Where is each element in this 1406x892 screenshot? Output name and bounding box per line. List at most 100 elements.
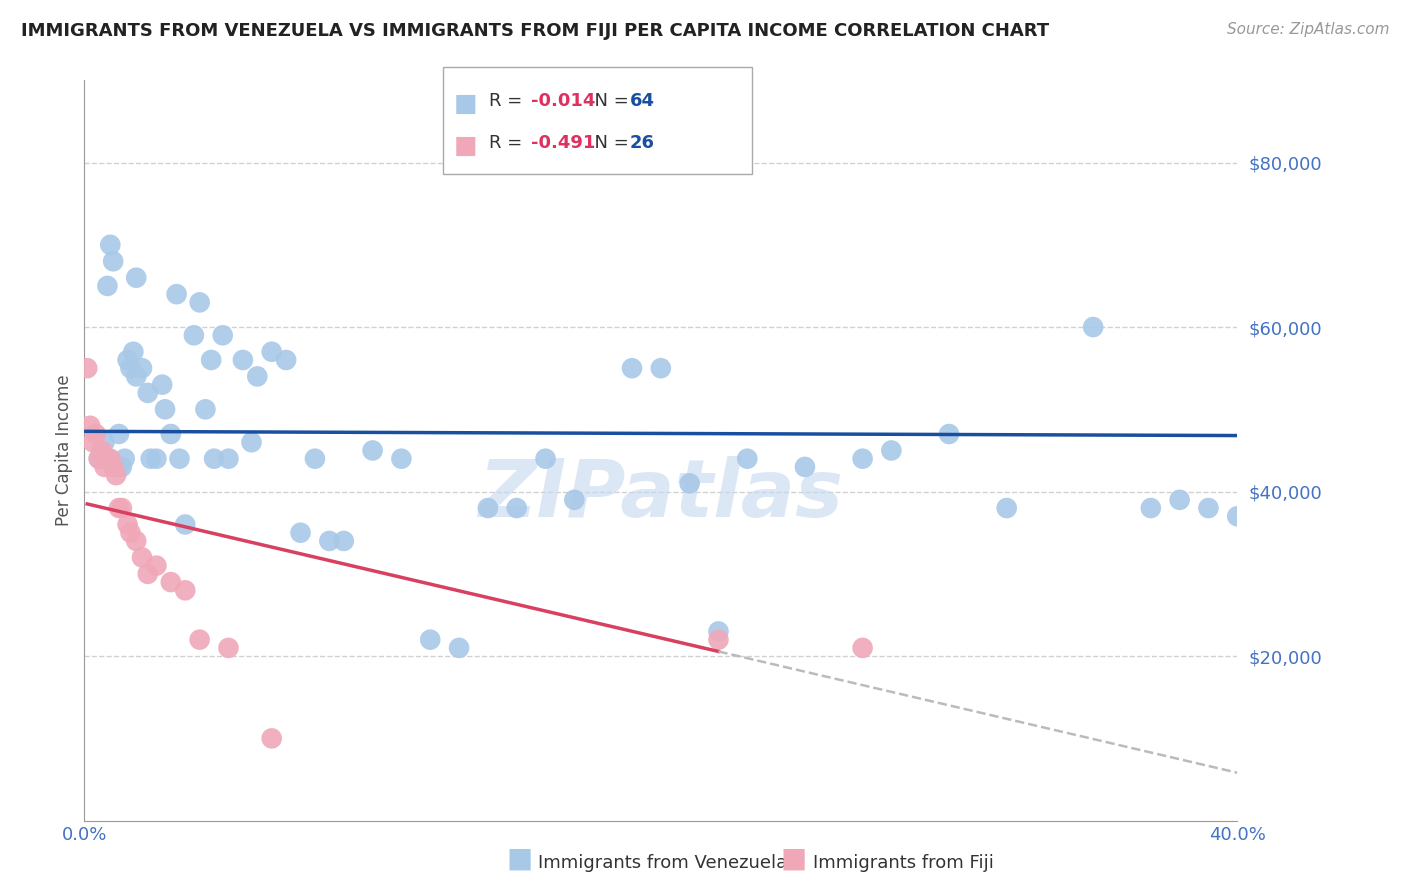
Point <box>650 361 672 376</box>
Text: ■: ■ <box>506 845 533 872</box>
Point <box>194 402 217 417</box>
Point <box>794 459 817 474</box>
Text: ■: ■ <box>780 845 807 872</box>
Point <box>188 295 211 310</box>
Point <box>125 533 148 548</box>
Text: -0.491: -0.491 <box>531 134 596 152</box>
Point <box>188 632 211 647</box>
Point <box>449 640 471 655</box>
Text: Immigrants from Venezuela: Immigrants from Venezuela <box>538 855 787 872</box>
Point <box>150 377 173 392</box>
Text: 26: 26 <box>630 134 655 152</box>
Point <box>108 427 131 442</box>
Point <box>169 451 191 466</box>
Point <box>506 501 529 516</box>
Point <box>111 459 134 474</box>
Point <box>96 451 118 466</box>
Point <box>96 451 118 466</box>
Point <box>240 435 263 450</box>
Point <box>122 344 145 359</box>
Point <box>852 640 875 655</box>
Point <box>139 451 162 466</box>
Point <box>202 451 225 466</box>
Text: ■: ■ <box>454 92 478 116</box>
Point <box>98 451 121 466</box>
Point <box>174 517 197 532</box>
Point <box>1198 501 1220 516</box>
Point <box>79 418 101 433</box>
Point <box>1226 509 1249 524</box>
Point <box>564 492 586 507</box>
Point <box>131 550 153 565</box>
Point <box>90 443 112 458</box>
Point <box>183 328 205 343</box>
Point <box>87 451 110 466</box>
Point <box>737 451 759 466</box>
Point <box>276 353 298 368</box>
Text: -0.014: -0.014 <box>531 92 596 110</box>
Text: Source: ZipAtlas.com: Source: ZipAtlas.com <box>1226 22 1389 37</box>
Point <box>87 451 110 466</box>
Point <box>318 533 340 548</box>
Point <box>103 459 124 474</box>
Point <box>880 443 903 458</box>
Point <box>200 353 222 368</box>
Point <box>111 501 134 516</box>
Point <box>333 533 356 548</box>
Text: ■: ■ <box>454 134 478 158</box>
Text: N =: N = <box>583 92 636 110</box>
Point <box>995 501 1018 516</box>
Point <box>84 427 107 442</box>
Point <box>707 624 730 639</box>
Text: N =: N = <box>583 134 636 152</box>
Point <box>211 328 233 343</box>
Point <box>136 566 159 581</box>
Point <box>117 517 139 532</box>
Point <box>290 525 312 540</box>
Point <box>246 369 269 384</box>
Point <box>1168 492 1191 507</box>
Point <box>117 353 139 368</box>
Point <box>76 361 98 376</box>
Point <box>96 279 118 293</box>
Point <box>125 270 148 285</box>
Point <box>136 385 159 400</box>
Point <box>160 575 183 590</box>
Text: R =: R = <box>489 134 529 152</box>
Point <box>108 501 131 516</box>
Text: ZIPatlas: ZIPatlas <box>478 456 844 534</box>
Point <box>260 731 283 746</box>
Point <box>120 361 142 376</box>
Point <box>120 525 142 540</box>
Point <box>232 353 254 368</box>
Y-axis label: Per Capita Income: Per Capita Income <box>55 375 73 526</box>
Point <box>108 459 131 474</box>
Point <box>938 427 960 442</box>
Point <box>361 443 384 458</box>
Text: Immigrants from Fiji: Immigrants from Fiji <box>813 855 994 872</box>
Point <box>679 476 702 491</box>
Point <box>145 558 167 573</box>
Point <box>1083 320 1105 334</box>
Point <box>174 583 197 598</box>
Text: R =: R = <box>489 92 529 110</box>
Point <box>707 632 730 647</box>
Point <box>105 468 128 483</box>
Point <box>131 361 153 376</box>
Point <box>125 369 148 384</box>
Point <box>534 451 557 466</box>
Point <box>218 451 240 466</box>
Point <box>93 459 115 474</box>
Point <box>93 435 115 450</box>
Point <box>621 361 644 376</box>
Point <box>145 451 167 466</box>
Point <box>391 451 413 466</box>
Point <box>852 451 875 466</box>
Point <box>103 254 124 268</box>
Point <box>419 632 441 647</box>
Point <box>153 402 176 417</box>
Point <box>82 435 104 450</box>
Point <box>260 344 283 359</box>
Point <box>304 451 326 466</box>
Point <box>114 451 136 466</box>
